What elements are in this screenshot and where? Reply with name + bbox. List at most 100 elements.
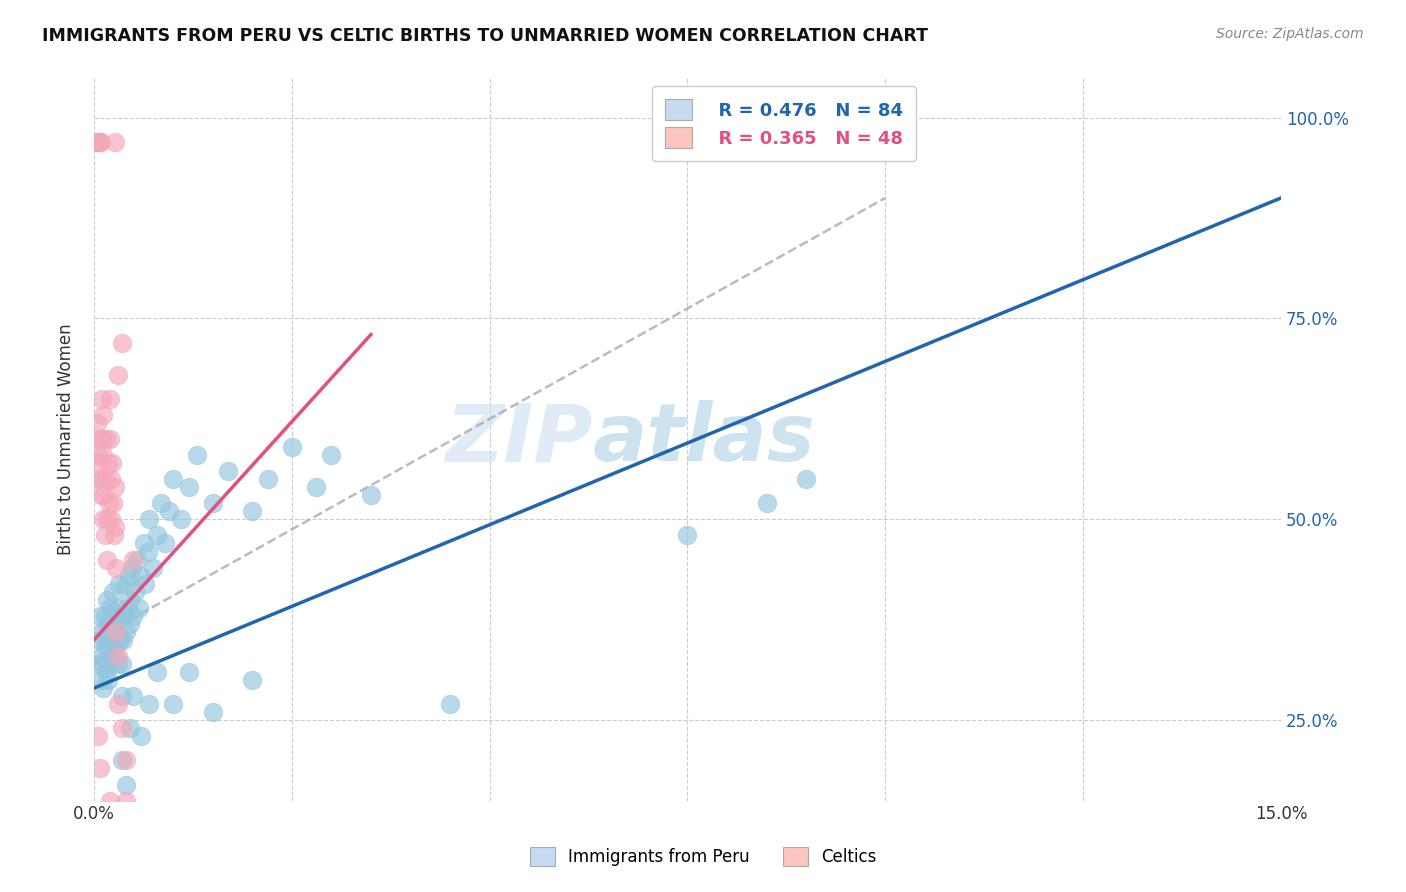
Point xyxy=(89,608,111,623)
Point xyxy=(177,480,200,494)
Point xyxy=(114,576,136,591)
Text: Source: ZipAtlas.com: Source: ZipAtlas.com xyxy=(1216,27,1364,41)
Point xyxy=(100,472,122,486)
Point xyxy=(111,689,134,703)
Point xyxy=(98,392,121,406)
Point xyxy=(794,472,817,486)
Point xyxy=(755,496,778,510)
Point xyxy=(104,648,127,663)
Point xyxy=(107,608,129,623)
Point xyxy=(90,488,112,502)
Point xyxy=(100,632,122,647)
Point xyxy=(142,560,165,574)
Point xyxy=(146,528,169,542)
Point xyxy=(439,697,461,711)
Point xyxy=(94,472,117,486)
Point xyxy=(676,528,699,542)
Point xyxy=(100,512,122,526)
Point xyxy=(115,600,138,615)
Point xyxy=(89,432,111,446)
Point xyxy=(128,600,150,615)
Point xyxy=(170,512,193,526)
Point xyxy=(321,448,343,462)
Point xyxy=(110,608,132,623)
Point xyxy=(108,632,131,647)
Point xyxy=(240,673,263,687)
Point xyxy=(94,528,117,542)
Point xyxy=(112,632,135,647)
Point xyxy=(94,608,117,623)
Point xyxy=(103,528,125,542)
Point xyxy=(118,568,141,582)
Point xyxy=(94,665,117,679)
Point xyxy=(97,456,120,470)
Point xyxy=(98,432,121,446)
Point xyxy=(257,472,280,486)
Point xyxy=(94,432,117,446)
Point xyxy=(103,616,125,631)
Point xyxy=(281,440,304,454)
Point xyxy=(98,496,121,510)
Point xyxy=(96,592,118,607)
Point xyxy=(217,464,239,478)
Point xyxy=(124,584,146,599)
Point xyxy=(101,456,124,470)
Point xyxy=(122,608,145,623)
Point xyxy=(89,135,111,149)
Point xyxy=(107,368,129,382)
Point xyxy=(101,584,124,599)
Point xyxy=(93,408,115,422)
Point xyxy=(91,512,114,526)
Point xyxy=(107,657,129,671)
Point xyxy=(94,640,117,655)
Point xyxy=(90,432,112,446)
Point xyxy=(108,576,131,591)
Point xyxy=(132,536,155,550)
Point xyxy=(93,657,115,671)
Point xyxy=(86,416,108,430)
Legend: Immigrants from Peru, Celtics: Immigrants from Peru, Celtics xyxy=(522,838,884,875)
Point xyxy=(114,624,136,639)
Point xyxy=(162,697,184,711)
Point xyxy=(105,600,128,615)
Point xyxy=(138,512,160,526)
Point xyxy=(87,657,110,671)
Point xyxy=(87,448,110,462)
Point xyxy=(111,721,134,735)
Point xyxy=(91,681,114,695)
Point xyxy=(118,616,141,631)
Point xyxy=(98,624,121,639)
Point xyxy=(201,705,224,719)
Point xyxy=(201,496,224,510)
Point xyxy=(360,488,382,502)
Point xyxy=(107,632,129,647)
Point xyxy=(111,335,134,350)
Point xyxy=(146,665,169,679)
Point xyxy=(150,496,173,510)
Text: ZIP: ZIP xyxy=(446,400,592,478)
Point xyxy=(240,504,263,518)
Point xyxy=(89,456,111,470)
Point xyxy=(97,673,120,687)
Point xyxy=(105,624,128,639)
Point xyxy=(100,657,122,671)
Point xyxy=(87,135,110,149)
Point xyxy=(157,504,180,518)
Point xyxy=(101,608,124,623)
Point xyxy=(105,624,128,639)
Point xyxy=(111,754,134,768)
Point xyxy=(90,624,112,639)
Y-axis label: Births to Unmarried Women: Births to Unmarried Women xyxy=(58,323,75,555)
Point xyxy=(134,576,156,591)
Point xyxy=(90,648,112,663)
Point xyxy=(104,520,127,534)
Point xyxy=(114,778,136,792)
Point xyxy=(127,552,149,566)
Point xyxy=(122,689,145,703)
Point xyxy=(86,135,108,149)
Point xyxy=(96,512,118,526)
Text: IMMIGRANTS FROM PERU VS CELTIC BIRTHS TO UNMARRIED WOMEN CORRELATION CHART: IMMIGRANTS FROM PERU VS CELTIC BIRTHS TO… xyxy=(42,27,928,45)
Point xyxy=(103,480,125,494)
Point xyxy=(90,472,112,486)
Point xyxy=(98,794,121,808)
